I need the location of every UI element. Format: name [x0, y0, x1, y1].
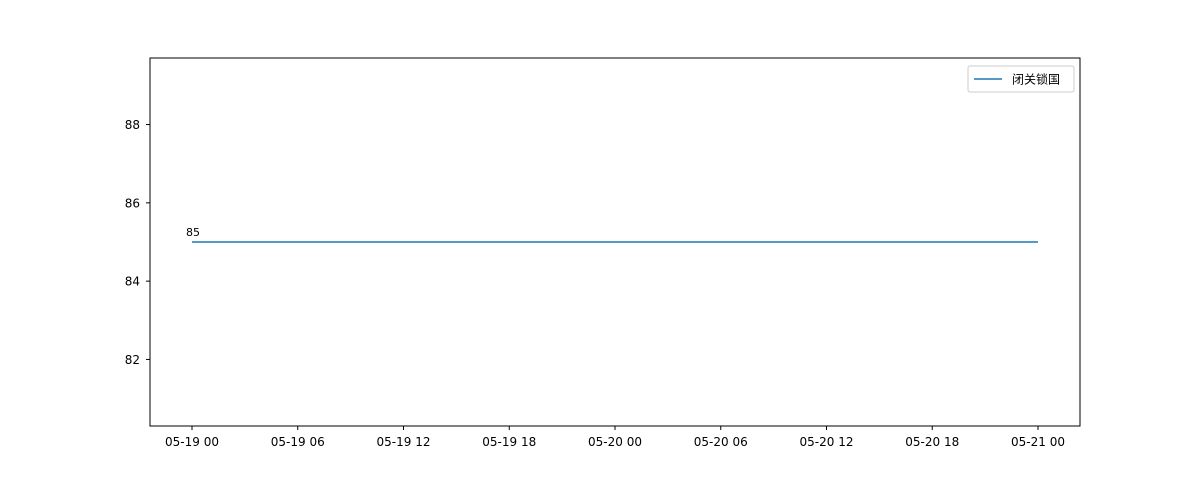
- x-tick-label: 05-20 06: [694, 435, 748, 449]
- data-labels: 85: [186, 226, 200, 239]
- x-axis-ticks: 05-19 00 05-19 06 05-19 12 05-19 18 05-20 00…: [165, 426, 1065, 449]
- x-tick-label: 05-21 00: [1011, 435, 1065, 449]
- y-tick-label: 84: [125, 275, 140, 289]
- y-tick-label: 82: [125, 353, 140, 367]
- x-tick-label: 05-19 00: [165, 435, 219, 449]
- legend-box: [967, 65, 1075, 93]
- legend: 闭关锁国: [967, 65, 1075, 93]
- x-tick-label: 05-20 18: [905, 435, 959, 449]
- x-tick-label: 05-19 12: [377, 435, 431, 449]
- data-label: 85: [186, 226, 200, 239]
- x-tick-label: 05-20 00: [588, 435, 642, 449]
- y-tick-label: 88: [125, 118, 140, 132]
- plot-frame: [149, 57, 1081, 427]
- y-tick-label: 86: [125, 196, 140, 210]
- x-tick-label: 05-19 18: [482, 435, 536, 449]
- x-tick-label: 05-19 06: [271, 435, 325, 449]
- x-tick-label: 05-20 12: [800, 435, 854, 449]
- y-axis-ticks: 82 84 86 88: [125, 118, 150, 367]
- legend-label: 闭关锁国: [1012, 72, 1060, 87]
